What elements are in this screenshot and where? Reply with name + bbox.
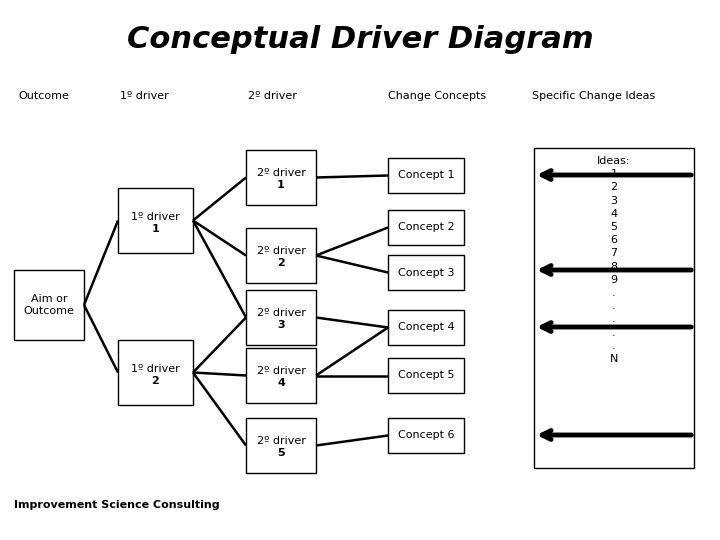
Text: Concept 3: Concept 3: [397, 267, 454, 278]
Text: 2: 2: [152, 375, 159, 386]
Text: Concept 5: Concept 5: [397, 370, 454, 381]
Bar: [388, 158, 464, 193]
Text: 2º driver: 2º driver: [256, 246, 305, 256]
Text: 1: 1: [152, 224, 159, 233]
Bar: [246, 290, 316, 345]
Text: 2º driver: 2º driver: [248, 91, 297, 101]
Text: Aim or
Outcome: Aim or Outcome: [24, 294, 74, 316]
Text: 5: 5: [277, 449, 285, 458]
Text: Ideas:
1
2
3
4
5
6
7
8
9
.
.
.
.
.
N: Ideas: 1 2 3 4 5 6 7 8 9 . . . . . N: [598, 156, 631, 364]
Bar: [14, 270, 84, 340]
Text: Concept 4: Concept 4: [397, 322, 454, 333]
Bar: [118, 340, 193, 405]
Bar: [388, 310, 464, 345]
Bar: [388, 210, 464, 245]
Text: 2º driver: 2º driver: [256, 168, 305, 179]
Text: 1º driver: 1º driver: [131, 212, 180, 221]
Text: Concept 6: Concept 6: [397, 430, 454, 441]
Bar: [246, 150, 316, 205]
Bar: [388, 418, 464, 453]
Text: Concept 2: Concept 2: [397, 222, 454, 233]
Bar: [246, 348, 316, 403]
Text: Specific Change Ideas: Specific Change Ideas: [532, 91, 655, 101]
Text: Improvement Science Consulting: Improvement Science Consulting: [14, 500, 220, 510]
Text: 2º driver: 2º driver: [256, 436, 305, 447]
Text: Outcome: Outcome: [18, 91, 69, 101]
Text: Change Concepts: Change Concepts: [388, 91, 486, 101]
Text: 4: 4: [277, 379, 285, 388]
Text: Conceptual Driver Diagram: Conceptual Driver Diagram: [127, 25, 593, 55]
Bar: [388, 358, 464, 393]
Text: Concept 1: Concept 1: [397, 171, 454, 180]
Bar: [534, 148, 694, 468]
Text: 3: 3: [277, 321, 285, 330]
Text: 2: 2: [277, 259, 285, 268]
Text: 1º driver: 1º driver: [120, 91, 168, 101]
Text: 2º driver: 2º driver: [256, 308, 305, 319]
Bar: [246, 228, 316, 283]
Bar: [388, 255, 464, 290]
Text: 1: 1: [277, 180, 285, 191]
Bar: [118, 188, 193, 253]
Text: 1º driver: 1º driver: [131, 363, 180, 374]
Text: 2º driver: 2º driver: [256, 367, 305, 376]
Bar: [246, 418, 316, 473]
